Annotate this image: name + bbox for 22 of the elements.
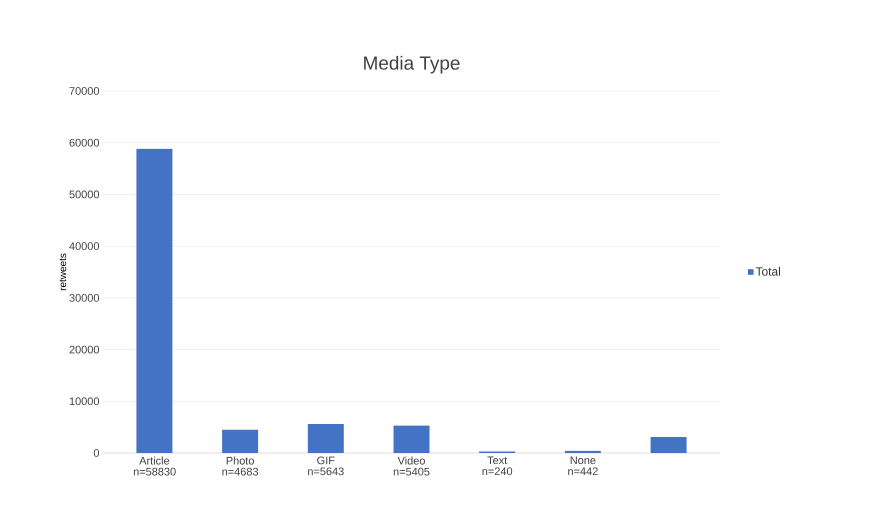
x-tick-label: Photo n=4683 <box>222 456 258 476</box>
y-tick-label: 30000 <box>69 294 100 302</box>
bar <box>222 430 258 453</box>
x-tick-label: Video n=5405 <box>394 456 430 476</box>
y-tick-label: 0 <box>94 449 100 457</box>
y-tick-label: 60000 <box>70 138 100 147</box>
x-tick-label: Article n=58830 <box>134 456 176 476</box>
bar <box>650 436 687 453</box>
y-tick-label: 50000 <box>69 190 100 198</box>
x-tick-label: None n=442 <box>568 456 598 476</box>
chart-title: Media Type <box>364 56 460 74</box>
bar <box>308 424 344 453</box>
y-tick-label: 70000 <box>70 87 100 95</box>
bar <box>394 426 430 453</box>
y-tick-label: 20000 <box>70 346 100 354</box>
x-tick-label: GIF n=5643 <box>308 456 344 476</box>
y-tick-label: 40000 <box>69 242 100 250</box>
y-axis-title: retweets <box>60 254 66 290</box>
bar <box>136 148 172 453</box>
legend-label: Total <box>756 266 780 276</box>
x-tick-label: Text n=240 <box>482 456 512 476</box>
y-tick-label: 10000 <box>70 397 100 406</box>
